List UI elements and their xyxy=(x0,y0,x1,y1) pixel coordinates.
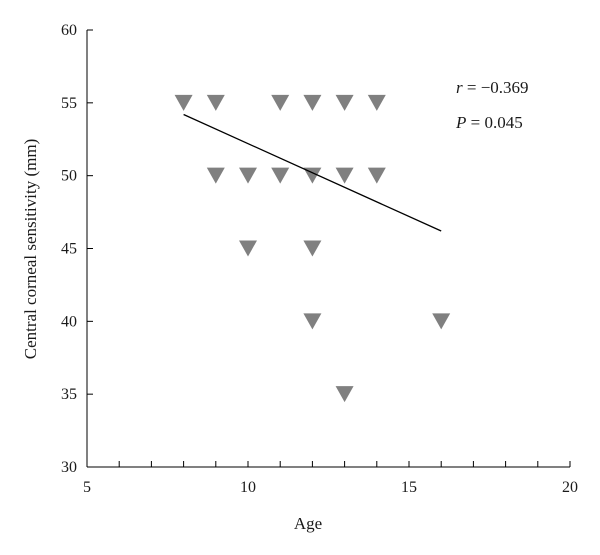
data-point xyxy=(335,386,354,403)
y-tick-label: 45 xyxy=(61,241,77,258)
data-point xyxy=(367,94,386,111)
x-tick-label: 20 xyxy=(562,479,578,496)
x-tick-label: 15 xyxy=(401,479,417,496)
x-axis-title: Age xyxy=(294,514,322,533)
data-point xyxy=(303,167,322,184)
data-point xyxy=(206,167,225,184)
y-tick-label: 50 xyxy=(61,168,77,185)
y-tick-label: 55 xyxy=(61,95,77,112)
data-point xyxy=(271,167,290,184)
p-symbol: P xyxy=(455,113,466,132)
x-tick-label: 10 xyxy=(240,479,256,496)
data-point xyxy=(174,94,193,111)
r-value: = −0.369 xyxy=(463,78,529,97)
data-point xyxy=(303,313,322,330)
data-point xyxy=(303,240,322,257)
p-annotation: P = 0.045 xyxy=(455,113,523,132)
data-point xyxy=(271,94,290,111)
y-axis-title: Central corneal sensitivity (mm) xyxy=(21,139,40,359)
data-point xyxy=(432,313,451,330)
data-point xyxy=(206,94,225,111)
regression-line xyxy=(183,113,442,232)
r-symbol: r xyxy=(456,78,463,97)
data-point xyxy=(335,167,354,184)
data-points xyxy=(174,94,451,403)
data-point xyxy=(367,167,386,184)
r-annotation: r = −0.369 xyxy=(456,78,529,97)
y-tick-label: 40 xyxy=(61,313,77,330)
p-value: = 0.045 xyxy=(466,113,522,132)
y-tick-label: 30 xyxy=(61,459,77,476)
data-point xyxy=(239,167,257,184)
y-tick-label: 60 xyxy=(61,22,77,39)
x-tick-label: 5 xyxy=(83,479,91,496)
ticks: 5 10 15 20 30 35 40 45 50 55 60 xyxy=(61,22,578,496)
data-point xyxy=(239,240,257,257)
data-point xyxy=(335,94,354,111)
y-tick-label: 35 xyxy=(61,386,77,403)
data-point xyxy=(303,94,322,111)
